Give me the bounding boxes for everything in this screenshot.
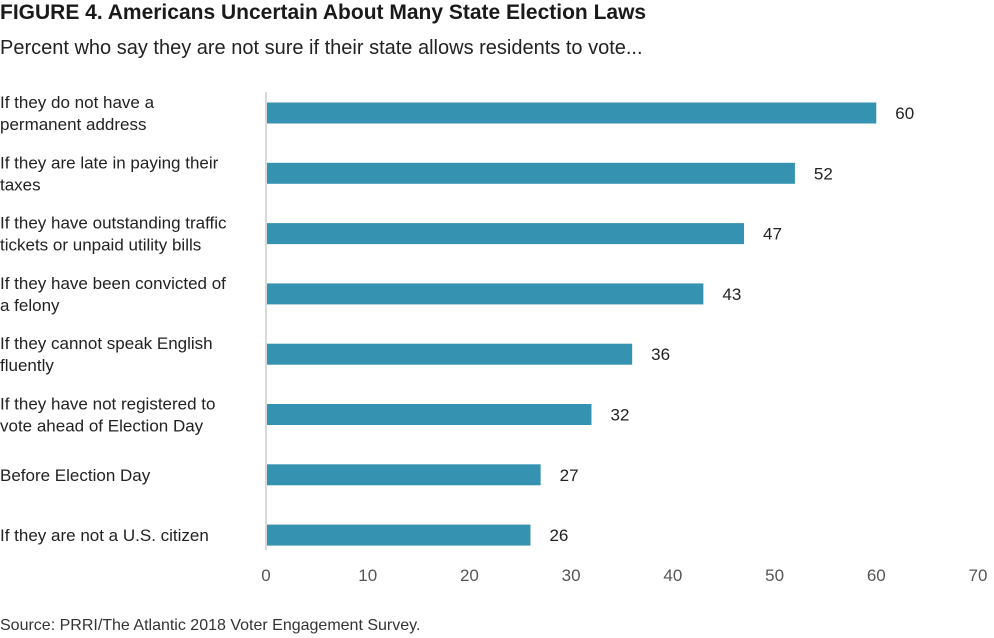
x-tick-label: 50 <box>765 566 784 585</box>
category-label-line: If they do not have a <box>0 93 155 112</box>
category-label: If they do not have a permanent address <box>0 93 155 134</box>
bar-value-label: 27 <box>560 466 579 485</box>
x-tick-label: 0 <box>261 566 270 585</box>
category-label: If they have been convicted of a felony <box>0 274 226 315</box>
bar-chart: If they do not have a permanent addressIf… <box>0 92 988 585</box>
category-label-line: a felony <box>0 296 60 315</box>
category-label-line: If they have outstanding traffic <box>0 214 227 233</box>
bar <box>267 102 877 124</box>
bar <box>267 464 541 486</box>
bar-value-label: 36 <box>651 345 670 364</box>
bar-value-label: 26 <box>549 526 568 545</box>
x-tick-label: 60 <box>867 566 886 585</box>
bar-value-label: 43 <box>722 285 741 304</box>
category-label: Before Election Day <box>0 466 151 485</box>
bar-value-label: 60 <box>895 104 914 123</box>
bar <box>267 404 592 425</box>
category-label-line: vote ahead of Election Day <box>0 417 204 436</box>
category-label-line: If they are not a U.S. citizen <box>0 526 209 545</box>
x-tick-label: 10 <box>358 566 377 585</box>
category-label: If they are not a U.S. citizen <box>0 526 209 545</box>
category-label-line: If they cannot speak English <box>0 334 213 353</box>
category-label-line: taxes <box>0 175 41 194</box>
figure-subtitle: Percent who say they are not sure if the… <box>0 37 643 59</box>
category-label: If they cannot speak English fluently <box>0 334 213 375</box>
x-tick-label: 40 <box>663 566 682 585</box>
category-label-line: Before Election Day <box>0 466 151 485</box>
x-tick-label: 20 <box>460 566 479 585</box>
category-label: If they have not registered to vote ahead… <box>0 395 215 436</box>
category-label-line: If they are late in paying their <box>0 153 219 172</box>
bar-value-label: 47 <box>763 225 782 244</box>
category-label-line: permanent address <box>0 115 146 134</box>
category-label: If they are late in paying their taxes <box>0 153 219 194</box>
bar-value-label: 32 <box>610 406 629 425</box>
source-note: Source: PRRI/The Atlantic 2018 Voter Eng… <box>0 617 421 634</box>
category-label-line: If they have been convicted of <box>0 274 226 293</box>
x-tick-label: 70 <box>969 566 988 585</box>
x-tick-label: 30 <box>562 566 581 585</box>
category-label-line: fluently <box>0 356 54 375</box>
category-label-line: If they have not registered to <box>0 395 215 414</box>
bar-value-label: 52 <box>814 164 833 183</box>
category-label-line: tickets or unpaid utility bills <box>0 236 201 255</box>
category-label: If they have outstanding traffic tickets … <box>0 214 227 255</box>
bar <box>267 162 795 184</box>
bar <box>267 524 531 546</box>
bar <box>267 283 704 305</box>
figure-title: FIGURE 4. Americans Uncertain About Many… <box>0 1 647 24</box>
bar <box>267 343 633 365</box>
bar <box>267 223 745 245</box>
